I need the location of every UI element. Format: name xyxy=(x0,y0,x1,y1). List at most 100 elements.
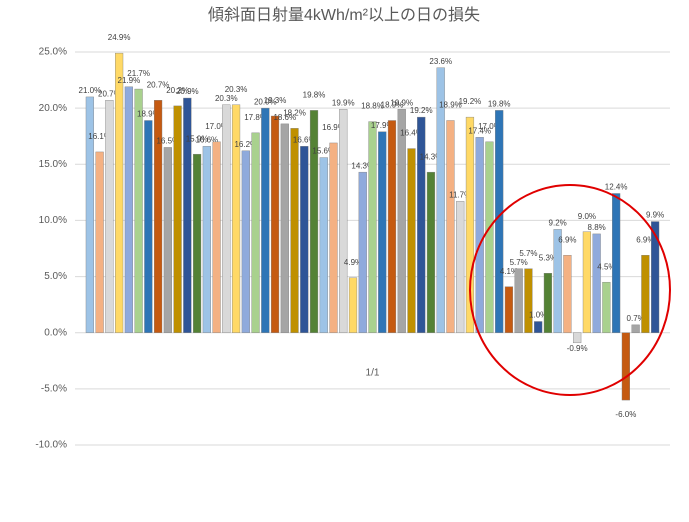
bar xyxy=(417,116,426,333)
bar xyxy=(105,100,114,333)
data-label: 16.6% xyxy=(195,135,218,144)
bar xyxy=(465,116,475,333)
data-label: 9.2% xyxy=(549,219,567,228)
data-label: 17.9% xyxy=(371,121,394,130)
data-label: 19.8% xyxy=(303,90,326,99)
bar xyxy=(339,109,348,333)
data-label: 18.8% xyxy=(361,102,384,111)
data-label: 1.0% xyxy=(529,311,547,320)
bar xyxy=(251,132,260,333)
data-label: 20.3% xyxy=(225,85,248,94)
bar xyxy=(378,131,387,333)
bar xyxy=(631,324,640,333)
bar xyxy=(300,146,309,333)
data-label: 21.0% xyxy=(79,86,102,95)
bar xyxy=(485,141,494,333)
data-label: 19.2% xyxy=(459,97,482,106)
data-label: 11.7% xyxy=(449,190,471,199)
data-label: -6.0% xyxy=(615,410,636,419)
data-label: 9.9% xyxy=(646,211,664,220)
data-label: 17.4% xyxy=(468,126,491,135)
bar xyxy=(192,153,202,333)
data-label: 4.9% xyxy=(344,258,362,267)
data-label: 24.9% xyxy=(108,33,131,42)
data-label: 15.9% xyxy=(186,134,209,143)
y-tick-label: 5.0% xyxy=(44,271,67,282)
bar xyxy=(202,146,211,333)
data-label: 17.0% xyxy=(478,122,501,131)
data-label: 14.3% xyxy=(351,161,374,170)
data-label: 16.9% xyxy=(322,123,345,132)
bar xyxy=(534,321,543,333)
data-label: 6.9% xyxy=(636,235,654,244)
bar xyxy=(222,104,231,333)
data-label: 18.9% xyxy=(439,101,462,110)
data-label: 8.8% xyxy=(588,223,606,232)
data-label: 23.6% xyxy=(429,57,452,66)
bar xyxy=(504,286,514,333)
data-label: 4.5% xyxy=(597,262,615,271)
bar xyxy=(241,150,250,333)
bar xyxy=(153,100,163,333)
data-label: 19.9% xyxy=(390,98,413,107)
bar xyxy=(475,137,484,333)
bar xyxy=(514,268,523,333)
data-label: 20.7% xyxy=(147,80,170,89)
y-tick-label: 15.0% xyxy=(39,159,67,170)
bar xyxy=(582,231,592,333)
data-label: 0.7% xyxy=(627,314,645,323)
data-label: 17.8% xyxy=(244,113,267,122)
bar xyxy=(495,110,504,333)
bar xyxy=(553,229,562,333)
data-label: -0.9% xyxy=(567,344,588,353)
data-label: 18.2% xyxy=(283,108,306,117)
data-label: 17.0% xyxy=(205,122,228,131)
data-label: 19.8% xyxy=(488,99,511,108)
data-label: 18.6% xyxy=(273,113,296,122)
data-label: 20.0% xyxy=(254,97,277,106)
data-label: 19.9% xyxy=(332,98,355,107)
bar xyxy=(280,123,289,333)
bar xyxy=(290,128,299,333)
data-label: 5.7% xyxy=(510,258,528,267)
y-tick-label: 0.0% xyxy=(44,327,67,338)
data-label: 21.9% xyxy=(118,76,141,85)
bar xyxy=(543,273,553,333)
x-tick-label: 1/1 xyxy=(366,367,380,378)
bar xyxy=(329,142,338,333)
bar xyxy=(85,96,94,333)
bar xyxy=(319,157,328,333)
chart-title: 傾斜面日射量4kWh/m²以上の日の損失 xyxy=(208,6,480,24)
bar xyxy=(261,107,270,333)
data-label: 4.1% xyxy=(500,267,518,276)
data-label: 9.0% xyxy=(578,212,596,221)
y-tick-label: 20.0% xyxy=(39,103,67,114)
bar xyxy=(144,120,153,333)
data-label: 5.3% xyxy=(539,253,557,262)
data-label: 20.7% xyxy=(98,89,121,98)
bar xyxy=(134,88,143,333)
bar xyxy=(621,332,630,401)
data-label: 20.9% xyxy=(176,87,199,96)
data-label: 16.5% xyxy=(156,137,179,146)
bar xyxy=(309,110,319,333)
data-label: 20.3% xyxy=(215,94,238,103)
bar xyxy=(592,233,601,333)
bar xyxy=(95,151,104,333)
data-label: 14.3% xyxy=(420,152,443,161)
bar xyxy=(612,193,621,333)
bar xyxy=(651,221,660,333)
data-label: 20.2% xyxy=(166,86,189,95)
data-label: 19.3% xyxy=(264,96,287,105)
data-label: 18.9% xyxy=(137,110,160,119)
y-tick-label: -5.0% xyxy=(41,383,67,394)
data-label: 15.6% xyxy=(312,147,335,156)
bar xyxy=(387,120,397,333)
y-tick-label: -10.0% xyxy=(35,440,67,451)
bar xyxy=(358,171,367,333)
bar xyxy=(163,147,172,333)
data-label: 16.1% xyxy=(88,132,111,141)
bar xyxy=(436,67,445,333)
bar xyxy=(270,115,280,333)
